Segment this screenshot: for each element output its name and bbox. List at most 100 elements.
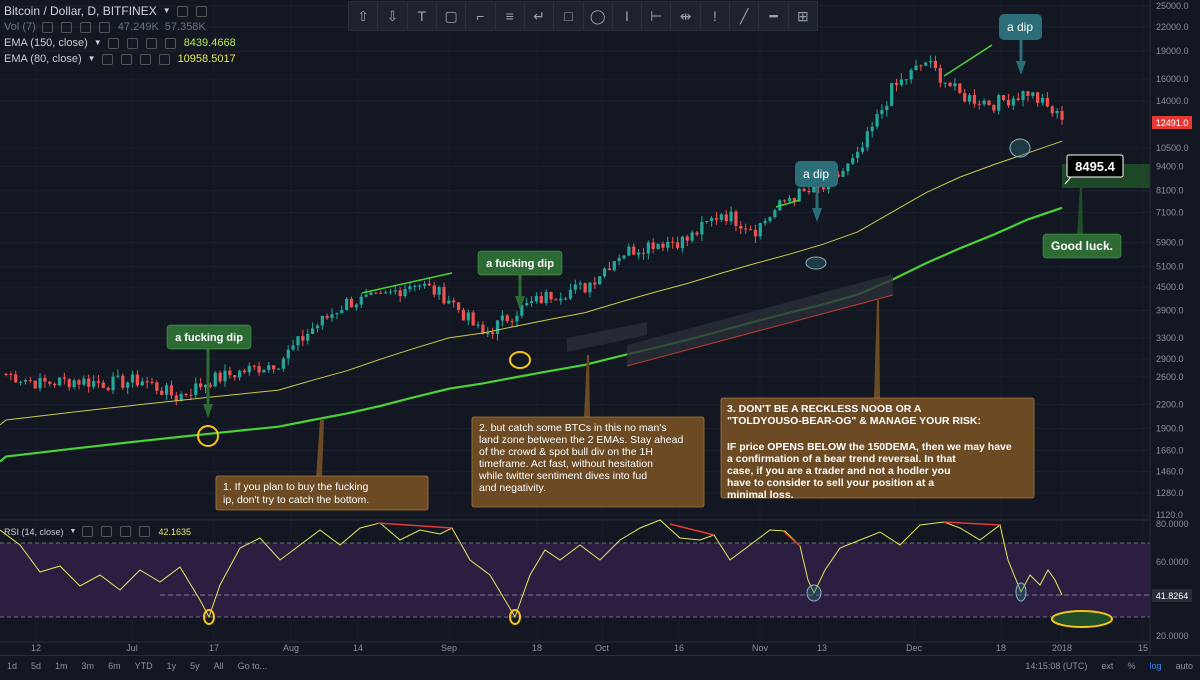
candle-body — [856, 151, 860, 159]
candle-body — [111, 376, 115, 391]
range-button[interactable]: All — [213, 661, 224, 671]
time-axis[interactable]: 12 Jul 17 Aug 14 Sep 18 Oct 16 Nov 13 Dec 18 2018 15 — [0, 641, 1150, 653]
date-range-icon[interactable]: I — [613, 2, 643, 30]
dip-marker — [509, 351, 531, 369]
range-button[interactable]: YTD — [134, 661, 153, 671]
candle-body — [18, 381, 23, 383]
trend-line-icon[interactable]: ╱ — [730, 2, 760, 30]
candle-body — [1050, 106, 1054, 114]
candle-body — [894, 82, 899, 85]
symbol-title[interactable]: Bitcoin / Dollar, D, BITFINEX — [4, 4, 157, 18]
candle-body — [276, 368, 281, 370]
range-button[interactable]: 5y — [190, 661, 200, 671]
scale-option-percent[interactable]: % — [1127, 661, 1136, 671]
rsi-value-tag: 41.8264 — [1152, 589, 1192, 602]
close-icon[interactable] — [158, 53, 170, 65]
add-icon[interactable] — [139, 53, 151, 65]
eye-icon[interactable] — [101, 53, 113, 65]
crosshair-icon[interactable]: ⇹ — [671, 2, 701, 30]
rsi-axis[interactable]: 80.0000 60.0000 20.0000 — [1156, 519, 1189, 641]
chevron-down-icon[interactable]: ▼ — [87, 54, 96, 63]
range-button[interactable]: 3m — [81, 661, 95, 671]
scale-option-ext[interactable]: ext — [1101, 661, 1114, 671]
balloon-icon[interactable]: ⌐ — [466, 2, 496, 30]
ema150-value: 8439.4668 — [183, 37, 236, 49]
candle-body — [564, 298, 568, 300]
arrow-down-icon[interactable]: ⇩ — [378, 2, 408, 30]
time-axis-label: 16 — [674, 643, 684, 653]
settings-icon[interactable] — [60, 21, 72, 33]
flag-icon[interactable]: ! — [701, 2, 731, 30]
candle-body — [719, 214, 723, 220]
price-axis-label: 10500.0 — [1156, 143, 1189, 153]
eye-icon[interactable] — [41, 21, 53, 33]
range-button[interactable]: 5d — [31, 661, 42, 671]
candle-body — [929, 60, 933, 63]
eye-icon[interactable] — [82, 526, 94, 537]
arrow-up-icon[interactable]: ⇧ — [349, 2, 379, 30]
price-axis-label: 16000.0 — [1156, 74, 1189, 84]
close-icon[interactable] — [195, 5, 207, 17]
rsi-dip-marker — [509, 609, 521, 625]
position-icon[interactable]: ⊞ — [796, 7, 809, 24]
price-axis-label: 25000.0 — [1156, 1, 1189, 11]
price-range-icon[interactable]: ⊢ — [642, 2, 672, 30]
text-icon[interactable]: T — [408, 2, 437, 30]
range-button[interactable]: Go to... — [237, 661, 268, 671]
ema80-label[interactable]: EMA (80, close) — [4, 53, 82, 65]
candle-body — [583, 283, 587, 293]
settings-icon[interactable] — [101, 526, 113, 537]
rectangle-icon[interactable]: □ — [554, 2, 584, 30]
candle-body — [379, 292, 383, 294]
close-icon[interactable] — [139, 526, 151, 537]
chevron-down-icon[interactable]: ▼ — [93, 38, 102, 47]
settings-icon[interactable] — [126, 37, 138, 49]
note-icon[interactable]: ≡ — [496, 2, 525, 30]
chevron-down-icon[interactable]: ▼ — [162, 6, 171, 15]
ema150-label[interactable]: EMA (150, close) — [4, 37, 88, 49]
close-icon[interactable] — [164, 37, 176, 49]
candle-body — [491, 332, 495, 334]
range-button[interactable]: 1y — [166, 661, 177, 671]
candle-body — [320, 315, 324, 326]
candle-body — [486, 332, 490, 335]
scale-option-auto[interactable]: auto — [1175, 661, 1193, 671]
close-icon[interactable] — [98, 21, 110, 33]
chevron-down-icon[interactable]: ▼ — [69, 528, 77, 535]
ellipse-icon[interactable]: ◯ — [584, 2, 613, 30]
range-button[interactable]: 1m — [55, 661, 68, 671]
add-icon[interactable] — [145, 37, 157, 49]
price-axis[interactable]: 25000.0 22000.0 19000.0 16000.0 14000.0 10500… — [1149, 0, 1189, 655]
price-axis-label: 14000.0 — [1156, 96, 1189, 106]
anchored-note-icon[interactable]: ↵ — [525, 2, 555, 30]
rsi-divergence — [377, 522, 453, 529]
divergence-line — [361, 272, 453, 294]
candle-body — [413, 285, 417, 287]
add-icon[interactable] — [120, 526, 132, 537]
range-button[interactable]: 6m — [108, 661, 121, 671]
range-button[interactable]: 1d — [7, 661, 18, 671]
rsi-axis-label: 20.0000 — [1156, 631, 1189, 641]
candle-body — [218, 372, 222, 382]
settings-icon[interactable] — [176, 5, 188, 17]
eye-icon[interactable] — [107, 37, 119, 49]
rsi-legend: RSI (14, close) ▼ 42.1635 — [4, 526, 191, 537]
candle-body — [938, 68, 942, 83]
scale-option-log[interactable]: log — [1149, 661, 1162, 671]
settings-icon[interactable] — [120, 53, 132, 65]
price-axis-label: 3300.0 — [1156, 333, 1184, 343]
candle-body — [164, 385, 169, 395]
candle-body — [748, 229, 753, 231]
candle-body — [1016, 98, 1020, 100]
add-icon[interactable] — [79, 21, 91, 33]
drawing-toolbar[interactable]: ⇧ ⇩ T ▢ ⌐ ≡ ↵ □ ◯ I ⊢ ⇹! ╱ ━ ⊞ — [348, 1, 818, 31]
callout-icon[interactable]: ▢ — [437, 2, 467, 30]
candle-body — [189, 394, 193, 396]
candle-body — [593, 282, 597, 285]
candle-body — [544, 292, 548, 304]
rsi-label[interactable]: RSI (14, close) — [4, 526, 64, 537]
horizontal-line-icon[interactable]: ━ — [759, 2, 789, 30]
candle-body — [890, 82, 894, 106]
